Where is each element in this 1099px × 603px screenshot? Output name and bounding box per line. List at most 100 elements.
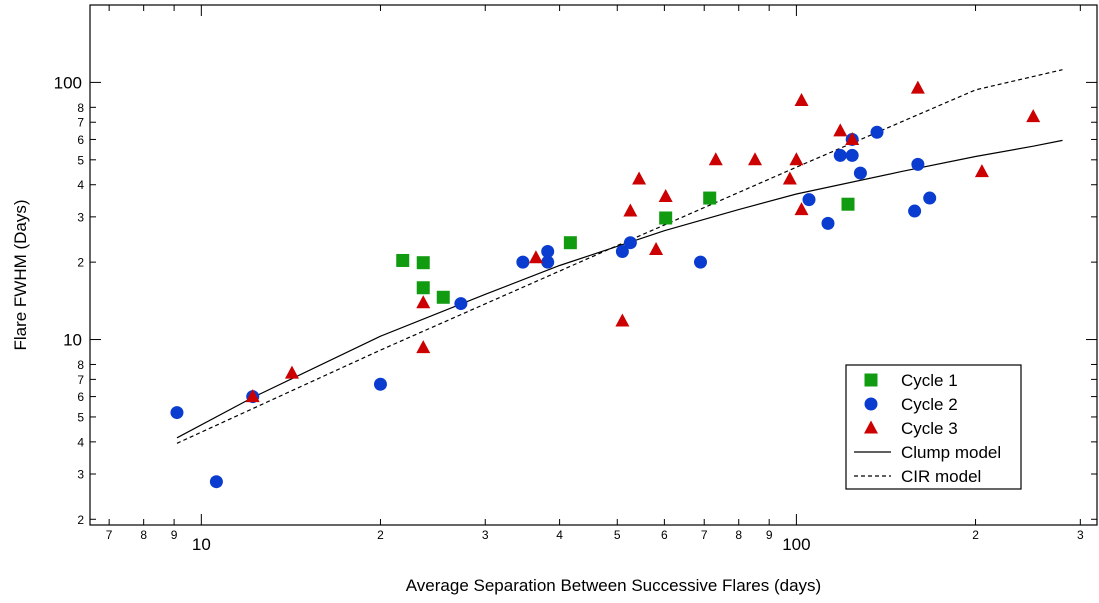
legend-item: Clump model: [854, 443, 1001, 462]
y-tick-label: 7: [77, 116, 84, 130]
cycle-3-point: [789, 152, 804, 166]
cycle-1-point: [436, 290, 450, 304]
cycle-2-point: [541, 244, 555, 258]
legend-item: Cycle 3: [864, 419, 958, 438]
cycle-1-point: [659, 211, 673, 225]
x-tick-label: 10: [192, 535, 211, 554]
y-tick-label: 3: [77, 467, 84, 481]
y-tick-label: 10: [63, 331, 82, 350]
legend-cycle-1-marker: [864, 373, 878, 387]
cycle-2-point: [623, 236, 637, 250]
cycle-2-point: [870, 125, 884, 139]
y-axis-title: Flare FWHM (Days): [11, 199, 30, 350]
cycle-2-point: [694, 255, 708, 269]
cycle-2-point: [209, 475, 223, 489]
x-tick-label: 8: [735, 528, 742, 542]
plot-frame: [89, 4, 1098, 526]
cycle-3-point: [632, 171, 647, 185]
cycle-2-point: [923, 191, 937, 205]
cycle-2-point: [908, 204, 922, 218]
cycle-3-point: [658, 188, 673, 202]
x-axis-title: Average Separation Between Successive Fl…: [406, 576, 821, 595]
cycle-2-point: [911, 157, 925, 171]
y-tick-label: 8: [77, 101, 84, 115]
cycle-3-point: [782, 171, 797, 185]
cycle-2-point: [541, 255, 555, 269]
x-tick-label: 8: [140, 528, 147, 542]
cycle-3-point: [245, 389, 260, 403]
cycle-3-point: [416, 340, 431, 354]
legend-label: Cycle 3: [901, 419, 958, 438]
y-tick-label: 5: [77, 410, 84, 424]
model-lines: [176, 69, 1063, 444]
cycle-2-point: [615, 244, 629, 258]
y-tick-label: 7: [77, 373, 84, 387]
cycle-1-point: [416, 281, 430, 295]
y-tick-label: 100: [54, 73, 82, 92]
legend-label: CIR model: [901, 467, 981, 486]
x-tick-label: 5: [614, 528, 621, 542]
cycle-3-point: [416, 295, 431, 309]
legend-label: Cycle 1: [901, 371, 958, 390]
cycle-2-point: [454, 297, 468, 311]
cycle-3-point: [1026, 109, 1041, 123]
x-tick-label: 3: [482, 528, 489, 542]
x-tick-label: 9: [766, 528, 773, 542]
y-tick-label: 3: [77, 210, 84, 224]
y-tick-label: 6: [77, 133, 84, 147]
cycle-3-point: [794, 93, 809, 107]
cycle-3-point: [528, 250, 543, 264]
cycle-3-point: [748, 152, 763, 166]
cycle-1-point: [703, 191, 717, 205]
axis-ticks: [90, 5, 1097, 525]
cycle-2-point: [373, 377, 387, 391]
legend-label: Clump model: [901, 443, 1001, 462]
cycle-1-point: [396, 253, 410, 267]
x-tick-label: 7: [106, 528, 113, 542]
x-tick-label: 9: [171, 528, 178, 542]
cycle-3-point: [794, 202, 809, 216]
y-tick-label: 6: [77, 390, 84, 404]
x-tick-label: 7: [701, 528, 708, 542]
cycle-1-point: [416, 256, 430, 270]
legend-item: Cycle 2: [864, 395, 958, 414]
y-tick-label: 5: [77, 153, 84, 167]
clump-model-line: [176, 139, 1063, 439]
cycle-2-point: [845, 148, 859, 162]
cycle-3-point: [845, 131, 860, 145]
cycle-3-point: [649, 241, 664, 255]
x-tick-label: 6: [661, 528, 668, 542]
cycle-2-point: [853, 166, 867, 180]
y-tick-label: 8: [77, 358, 84, 372]
legend-item: CIR model: [854, 467, 981, 486]
y-tick-label: 4: [77, 435, 84, 449]
legend-label: Cycle 2: [901, 395, 958, 414]
legend-cycle-3-marker: [864, 420, 878, 434]
cycle-3-point: [974, 164, 989, 178]
legend-item: Cycle 1: [864, 371, 958, 390]
cycle-2-point: [170, 406, 184, 420]
x-tick-label: 4: [556, 528, 563, 542]
cycle-3-point: [708, 152, 723, 166]
cycle-3-point: [623, 203, 638, 217]
legend-cycle-2-marker: [864, 397, 878, 411]
cycle-2-point: [833, 148, 847, 162]
cycle-3-point: [284, 365, 299, 379]
y-tick-label: 2: [77, 513, 84, 527]
cycle-2-point: [802, 193, 816, 207]
cycle-1-point: [563, 236, 577, 250]
x-tick-label: 2: [377, 528, 384, 542]
x-tick-label: 100: [782, 535, 810, 554]
cycle-1-point: [841, 197, 855, 211]
cycle-3-point: [833, 123, 848, 137]
legend: Cycle 1 Cycle 2 Cycle 3 Clump model CIR mode…: [845, 364, 1022, 490]
cycle-2-point: [821, 216, 835, 230]
x-tick-label: 2: [972, 528, 979, 542]
cycle-2-point: [516, 255, 530, 269]
y-tick-label: 2: [77, 256, 84, 270]
cycle-3-point: [615, 313, 630, 327]
cycle-3-point: [910, 80, 925, 94]
